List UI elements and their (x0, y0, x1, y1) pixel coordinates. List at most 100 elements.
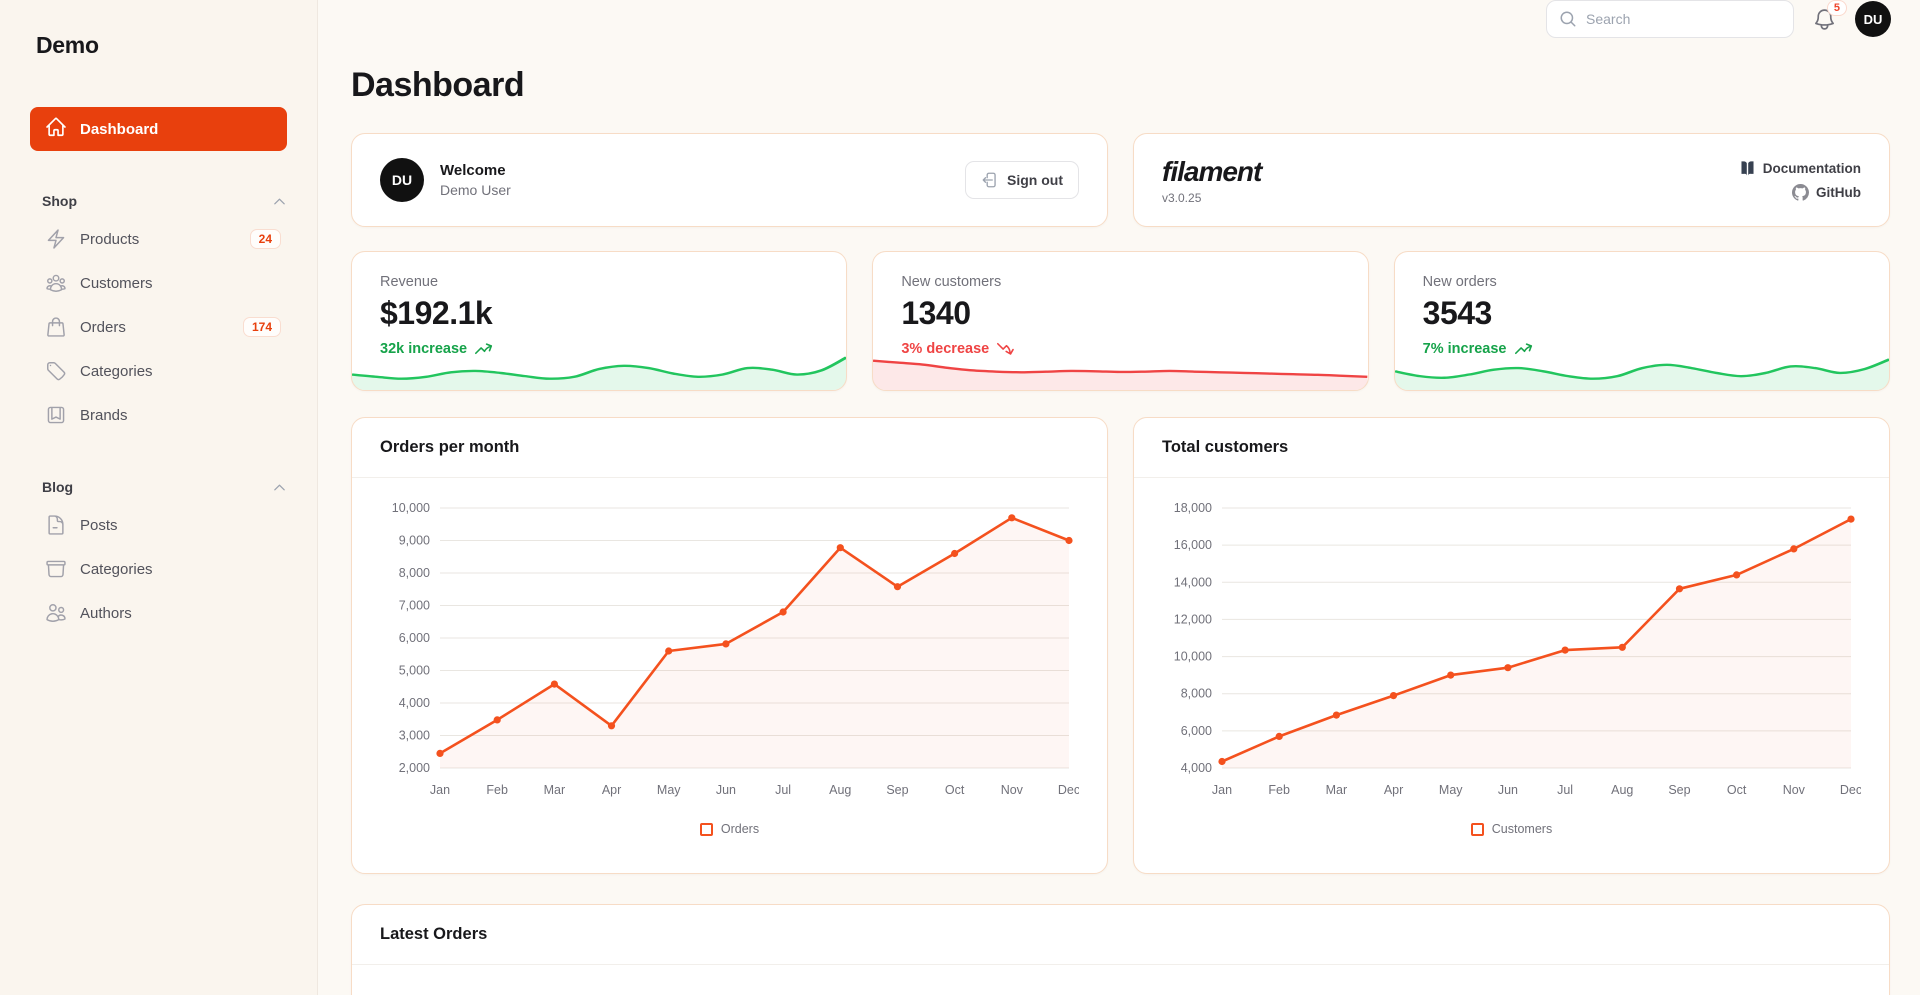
svg-text:10,000: 10,000 (1174, 650, 1212, 664)
revenue-sparkline (352, 356, 847, 390)
sidebar: Demo Dashboard Shop Products 24 (0, 0, 318, 995)
sidebar-item-label: Dashboard (80, 120, 159, 138)
shopping-bag-icon (45, 316, 67, 338)
documentation-link[interactable]: Documentation (1739, 160, 1861, 177)
svg-text:12,000: 12,000 (1174, 612, 1212, 626)
trending-up-icon (1514, 339, 1533, 358)
brand-logo[interactable]: Demo (36, 32, 99, 58)
svg-text:Apr: Apr (1384, 783, 1403, 797)
svg-text:8,000: 8,000 (1181, 687, 1212, 701)
bookmark-icon (45, 404, 67, 426)
sidebar-item-authors[interactable]: Authors (30, 591, 287, 635)
chart-legend: Orders (380, 814, 1079, 836)
sidebar-item-posts[interactable]: Posts (30, 503, 287, 547)
svg-text:6,000: 6,000 (1181, 724, 1212, 738)
stat-label: New orders (1422, 274, 1497, 290)
svg-text:Oct: Oct (1727, 783, 1747, 797)
sidebar-item-products[interactable]: Products 24 (30, 217, 287, 261)
svg-text:May: May (1439, 783, 1463, 797)
svg-text:Jul: Jul (1557, 783, 1573, 797)
chart-title: Orders per month (380, 438, 520, 456)
sidebar-section-shop[interactable]: Shop (42, 193, 287, 209)
home-icon (45, 116, 67, 142)
new-orders-sparkline (1394, 358, 1889, 390)
legend-label: Orders (720, 822, 760, 836)
github-label: GitHub (1816, 184, 1861, 200)
search-icon (1559, 10, 1577, 28)
svg-text:8,000: 8,000 (399, 566, 430, 580)
products-count-badge: 24 (249, 229, 281, 249)
user-group-icon (45, 272, 67, 294)
github-link[interactable]: GitHub (1792, 183, 1861, 201)
svg-text:Sep: Sep (886, 783, 908, 797)
sidebar-item-label: Products (80, 230, 140, 248)
stat-value: 3543 (1422, 295, 1493, 331)
stat-delta-text: 3% decrease (901, 340, 990, 357)
bell-icon (1812, 7, 1837, 32)
stat-delta-text: 32k increase (380, 340, 468, 357)
legend-swatch[interactable] (1470, 822, 1484, 836)
stat-label: Revenue (380, 274, 439, 290)
main-area: 5 DU Dashboard DU Welcome Demo User Sign… (318, 0, 1920, 995)
svg-text:6,000: 6,000 (399, 631, 430, 645)
search-box (1546, 0, 1794, 38)
orders-per-month-chart-card: Orders per month 2,000 3,000 4,000 5,000 6,0… (351, 417, 1108, 874)
book-icon (1739, 160, 1756, 177)
dashboard-content: Dashboard DU Welcome Demo User Sign out (318, 38, 1920, 995)
stat-card-revenue: Revenue $192.1k 32k increase (351, 251, 848, 391)
svg-text:9,000: 9,000 (399, 534, 430, 548)
chart-title: Total customers (1162, 438, 1289, 456)
legend-label: Customers (1491, 822, 1553, 836)
section-label: Shop (42, 193, 77, 209)
user-avatar[interactable]: DU (1855, 1, 1891, 37)
sidebar-item-customers[interactable]: Customers (30, 261, 287, 305)
legend-swatch[interactable] (699, 822, 713, 836)
sidebar-item-orders[interactable]: Orders 174 (30, 305, 287, 349)
svg-text:Nov: Nov (1783, 783, 1806, 797)
sidebar-item-label: Customers (80, 274, 153, 292)
sidebar-section-blog[interactable]: Blog (42, 479, 287, 495)
svg-text:Jul: Jul (775, 783, 791, 797)
sign-out-icon (981, 171, 999, 189)
sidebar-item-dashboard[interactable]: Dashboard (30, 107, 287, 151)
stat-value: $192.1k (380, 295, 493, 331)
svg-text:May: May (657, 783, 681, 797)
svg-text:Jan: Jan (430, 783, 450, 797)
svg-text:7,000: 7,000 (399, 599, 430, 613)
stat-delta-text: 7% increase (1422, 340, 1507, 357)
orders-line-chart: 2,000 3,000 4,000 5,000 6,000 7,000 8,000 9,000… (392, 501, 1079, 797)
svg-text:Jan: Jan (1212, 783, 1232, 797)
stat-label: New customers (901, 274, 1002, 290)
filament-info-card: filament v3.0.25 Documentation Gi (1133, 133, 1890, 227)
svg-text:5,000: 5,000 (399, 664, 430, 678)
new-customers-sparkline (873, 359, 1368, 390)
latest-orders-title: Latest Orders (380, 925, 488, 943)
svg-text:10,000: 10,000 (392, 501, 430, 515)
svg-text:18,000: 18,000 (1174, 501, 1212, 515)
svg-text:Jun: Jun (1498, 783, 1518, 797)
sidebar-item-label: Orders (80, 318, 126, 336)
latest-orders-card: Latest Orders (351, 904, 1890, 995)
stat-card-new-orders: New orders 3543 7% increase (1393, 251, 1890, 391)
svg-text:Aug: Aug (829, 783, 851, 797)
search-input[interactable] (1586, 11, 1781, 27)
notifications-button[interactable]: 5 (1812, 0, 1847, 32)
chevron-up-icon[interactable] (272, 194, 287, 209)
svg-text:Sep: Sep (1668, 783, 1690, 797)
topbar: 5 DU (318, 0, 1920, 38)
sign-out-button[interactable]: Sign out (965, 161, 1079, 199)
svg-text:Jun: Jun (716, 783, 736, 797)
filament-version: v3.0.25 (1162, 190, 1202, 205)
sidebar-item-brands[interactable]: Brands (30, 393, 287, 437)
welcome-username: Demo User (440, 182, 511, 198)
sidebar-nav: Dashboard Shop Products 24 Customers (30, 107, 287, 635)
sidebar-item-blog-categories[interactable]: Categories (30, 547, 287, 591)
sidebar-item-categories[interactable]: Categories (30, 349, 287, 393)
svg-text:Feb: Feb (1268, 783, 1290, 797)
users-icon (45, 602, 67, 624)
svg-text:Aug: Aug (1611, 783, 1633, 797)
svg-text:Dec: Dec (1840, 783, 1861, 797)
chevron-up-icon[interactable] (272, 480, 287, 495)
filament-logo: filament (1162, 155, 1262, 187)
sidebar-item-label: Posts (80, 516, 118, 534)
